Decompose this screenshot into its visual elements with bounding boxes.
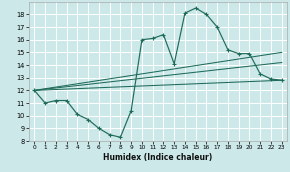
X-axis label: Humidex (Indice chaleur): Humidex (Indice chaleur) <box>104 153 213 162</box>
